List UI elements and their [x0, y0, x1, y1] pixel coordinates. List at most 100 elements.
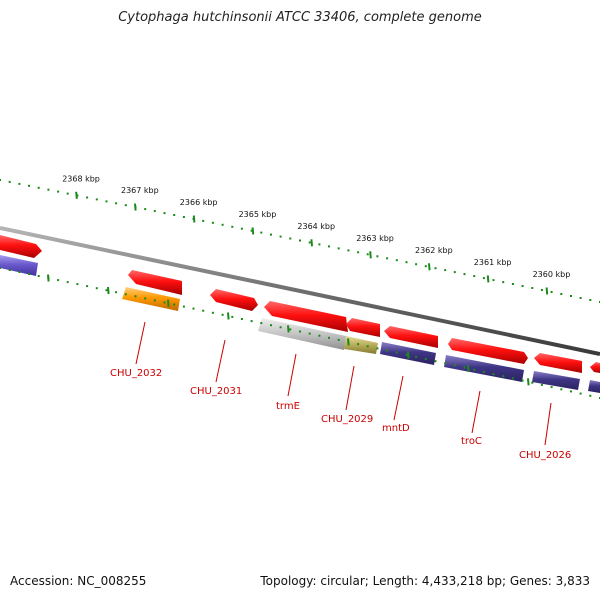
- scale-dot: [95, 287, 98, 290]
- scale-tick-label: 2363 kbp: [356, 234, 394, 243]
- scale-dot: [357, 343, 360, 346]
- scale-dot: [540, 383, 543, 386]
- scale-tick: [527, 378, 530, 386]
- cog-block: [344, 336, 378, 354]
- scale-dot: [260, 231, 263, 234]
- scale-tick-labels: 2368 kbp 2367 kbp 2366 kbp 2365 kbp 2364 kbp…: [62, 174, 570, 279]
- scale-dot: [124, 204, 127, 207]
- scale-dot: [37, 275, 40, 277]
- scale-dot: [202, 309, 205, 312]
- scale-dot: [395, 351, 398, 354]
- scale-dot: [415, 263, 418, 266]
- scale-dot: [182, 305, 185, 308]
- scale-dot: [173, 303, 176, 306]
- scale-dot: [579, 297, 582, 299]
- inner-scale-ticks: [47, 274, 530, 386]
- scale-dot: [211, 311, 214, 314]
- scale-dot: [37, 186, 40, 189]
- scale-dot: [540, 289, 543, 291]
- scale-dot: [337, 247, 340, 250]
- scale-tick: [107, 286, 110, 295]
- scale-tick: [369, 251, 372, 259]
- scale-dot: [579, 392, 582, 395]
- scale-dot: [424, 358, 427, 360]
- scale-dot: [115, 291, 118, 294]
- scale-dot: [76, 283, 79, 286]
- scale-dot: [86, 196, 89, 199]
- scale-dot: [0, 267, 1, 269]
- scale-tick-label: 2360 kbp: [533, 270, 571, 279]
- leader-line: [393, 375, 404, 421]
- scale-dot: [144, 297, 147, 300]
- scale-dot: [86, 285, 89, 288]
- gene-label: CHU_2031: [190, 386, 242, 397]
- scale-dot: [163, 301, 166, 304]
- gene-label: trmE: [276, 401, 300, 412]
- scale-dot: [589, 394, 592, 397]
- scale-tick: [75, 191, 78, 199]
- scale-dot: [492, 279, 495, 282]
- leader-line: [215, 339, 226, 383]
- leader-line: [135, 321, 146, 365]
- scale-dot: [8, 180, 11, 183]
- scale-dot: [221, 223, 224, 226]
- cog-blocks: [0, 255, 600, 393]
- gene-leader-lines: [135, 321, 552, 446]
- scale-dot: [463, 366, 466, 369]
- scale-dot: [240, 227, 243, 230]
- scale-dot: [289, 328, 292, 331]
- outer-scale-dots: [0, 179, 600, 303]
- scale-dot: [95, 198, 98, 201]
- gene-arrow: [210, 289, 258, 311]
- scale-dot: [279, 326, 282, 329]
- scale-dot: [511, 283, 514, 285]
- scale-tick: [310, 239, 313, 247]
- scale-dot: [473, 368, 476, 371]
- scale-dot: [405, 353, 408, 356]
- scale-dot: [299, 239, 301, 242]
- scale-dot: [270, 233, 272, 236]
- scale-tick: [192, 215, 196, 223]
- scale-dot: [105, 289, 108, 292]
- scale-tick-label: 2367 kbp: [121, 186, 159, 195]
- scale-dot: [105, 200, 108, 203]
- scale-dot: [434, 267, 437, 270]
- cog-block: [122, 287, 180, 311]
- scale-dot: [366, 345, 369, 348]
- scale-dot: [250, 320, 253, 323]
- leader-line: [345, 365, 355, 411]
- scale-dot: [328, 245, 330, 248]
- scale-dot: [153, 210, 156, 213]
- scale-dot: [531, 287, 534, 289]
- gene-labels: CHU_2032 CHU_2031 trmE CHU_2029 mntD tro…: [110, 368, 571, 461]
- scale-dot: [570, 295, 572, 297]
- cog-block: [258, 318, 346, 350]
- scale-tick: [428, 263, 431, 271]
- scale-dot: [453, 271, 456, 274]
- scale-dot: [299, 330, 301, 333]
- scale-tick-label: 2365 kbp: [239, 210, 277, 219]
- scale-dot: [444, 362, 447, 365]
- scale-tick: [251, 227, 255, 235]
- scale-tick: [545, 287, 549, 295]
- genome-summary-text: Topology: circular; Length: 4,433,218 bp…: [260, 574, 590, 588]
- scale-tick: [47, 274, 50, 282]
- scale-dot: [231, 225, 234, 228]
- scale-dot: [482, 370, 485, 373]
- gene-arrow: [590, 362, 600, 373]
- accession-text: Accession: NC_008255: [10, 574, 147, 588]
- gene-label: troC: [461, 436, 482, 447]
- scale-dot: [376, 347, 379, 350]
- scale-dot: [66, 281, 69, 284]
- scale-tick: [167, 299, 170, 307]
- scale-dot: [279, 235, 282, 238]
- scale-dot: [28, 273, 30, 275]
- gene-arrow: [128, 270, 182, 295]
- scale-dot: [270, 324, 272, 327]
- scale-dot: [308, 241, 311, 244]
- scale-dot: [153, 299, 156, 302]
- scale-tick: [486, 275, 490, 283]
- scale-dot: [386, 349, 389, 352]
- scale-dot: [386, 257, 389, 260]
